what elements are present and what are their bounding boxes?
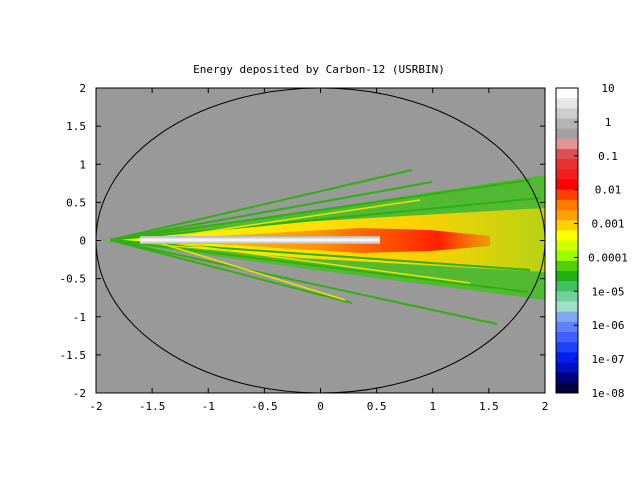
colorbar-swatch — [556, 271, 578, 282]
colorbar-swatch — [556, 108, 578, 119]
y-tick-label: -2 — [73, 387, 86, 400]
x-tick-label: 0 — [317, 400, 324, 413]
colorbar-swatch — [556, 98, 578, 109]
colorbar-swatch — [556, 240, 578, 252]
colorbar-swatch — [556, 362, 578, 374]
colorbar-swatch — [556, 199, 578, 211]
colorbar-tick-label: 0.01 — [595, 184, 622, 197]
dose-distribution — [100, 169, 545, 325]
colorbar-tick-label: 1 — [605, 116, 612, 129]
colorbar-tick-label: 1e-08 — [591, 387, 624, 400]
colorbar-tick-label: 1e-07 — [591, 353, 624, 366]
colorbar-tick-label: 0.001 — [591, 218, 624, 231]
y-tick-label: -0.5 — [60, 273, 87, 286]
chart-title: Energy deposited by Carbon-12 (USRBIN) — [193, 63, 445, 76]
x-tick-label: 1.5 — [479, 400, 499, 413]
colorbar-swatch — [556, 372, 578, 384]
colorbar-swatch — [556, 321, 578, 333]
y-tick-label: 0.5 — [66, 196, 86, 209]
colorbar-tick-label: 10 — [601, 82, 614, 95]
colorbar-swatch — [556, 291, 578, 302]
colorbar-swatch — [556, 230, 578, 241]
x-tick-label: 2 — [542, 400, 549, 413]
colorbar-tick-label: 1e-05 — [591, 285, 624, 298]
colorbar-swatch — [556, 352, 578, 363]
colorbar-swatch — [556, 179, 578, 191]
y-tick-label: -1.5 — [60, 349, 87, 362]
x-tick-label: -2 — [89, 400, 102, 413]
x-tick-label: -1.5 — [139, 400, 166, 413]
colorbar-swatch — [556, 220, 578, 231]
colorbar-frame — [555, 87, 579, 394]
x-tick-label: 0.5 — [367, 400, 387, 413]
colorbar-swatch — [556, 260, 578, 272]
x-tick-label: -1 — [202, 400, 215, 413]
y-tick-label: 1.5 — [66, 120, 86, 133]
particle-tracks — [109, 169, 541, 325]
colorbar-swatch — [556, 342, 578, 353]
colorbar-swatch — [556, 281, 578, 292]
y-axis: 2 1.5 1 0.5 0 -0.5 -1 -1.5 -2 — [60, 82, 545, 400]
colorbar-tick-label: 0.0001 — [588, 251, 628, 264]
x-tick-label: 1 — [429, 400, 436, 413]
colorbar-swatch — [556, 118, 578, 130]
colorbar-swatch — [556, 159, 578, 170]
colorbar-swatch — [556, 138, 578, 150]
colorbar-swatch — [556, 250, 578, 262]
x-axis: -2 -1.5 -1 -0.5 0 0.5 1 1.5 2 — [89, 88, 548, 413]
colorbar-swatch — [556, 311, 578, 323]
colorbar-swatch — [556, 88, 578, 99]
y-tick-label: 1 — [79, 158, 86, 171]
colorbar-swatch — [556, 128, 578, 140]
y-tick-label: 0 — [79, 235, 86, 248]
colorbar: 10 1 0.1 0.01 0.001 0.0001 1e-05 1e-06 1e-07 1e-0… — [555, 82, 628, 400]
colorbar-swatch — [556, 169, 578, 180]
colorbar-swatch — [556, 210, 578, 221]
colorbar-swatch — [556, 189, 578, 201]
colorbar-tick-label: 0.1 — [598, 150, 618, 163]
y-tick-label: -1 — [73, 311, 86, 324]
colorbar-swatch — [556, 332, 578, 343]
colorbar-swatch — [556, 149, 578, 160]
yellow-tracks — [149, 199, 471, 301]
colorbar-swatch — [556, 382, 578, 394]
colorbar-swatch — [556, 301, 578, 313]
y-tick-label: 2 — [79, 82, 86, 95]
x-tick-label: -0.5 — [251, 400, 278, 413]
colorbar-tick-label: 1e-06 — [591, 319, 624, 332]
beam-path — [140, 236, 380, 244]
